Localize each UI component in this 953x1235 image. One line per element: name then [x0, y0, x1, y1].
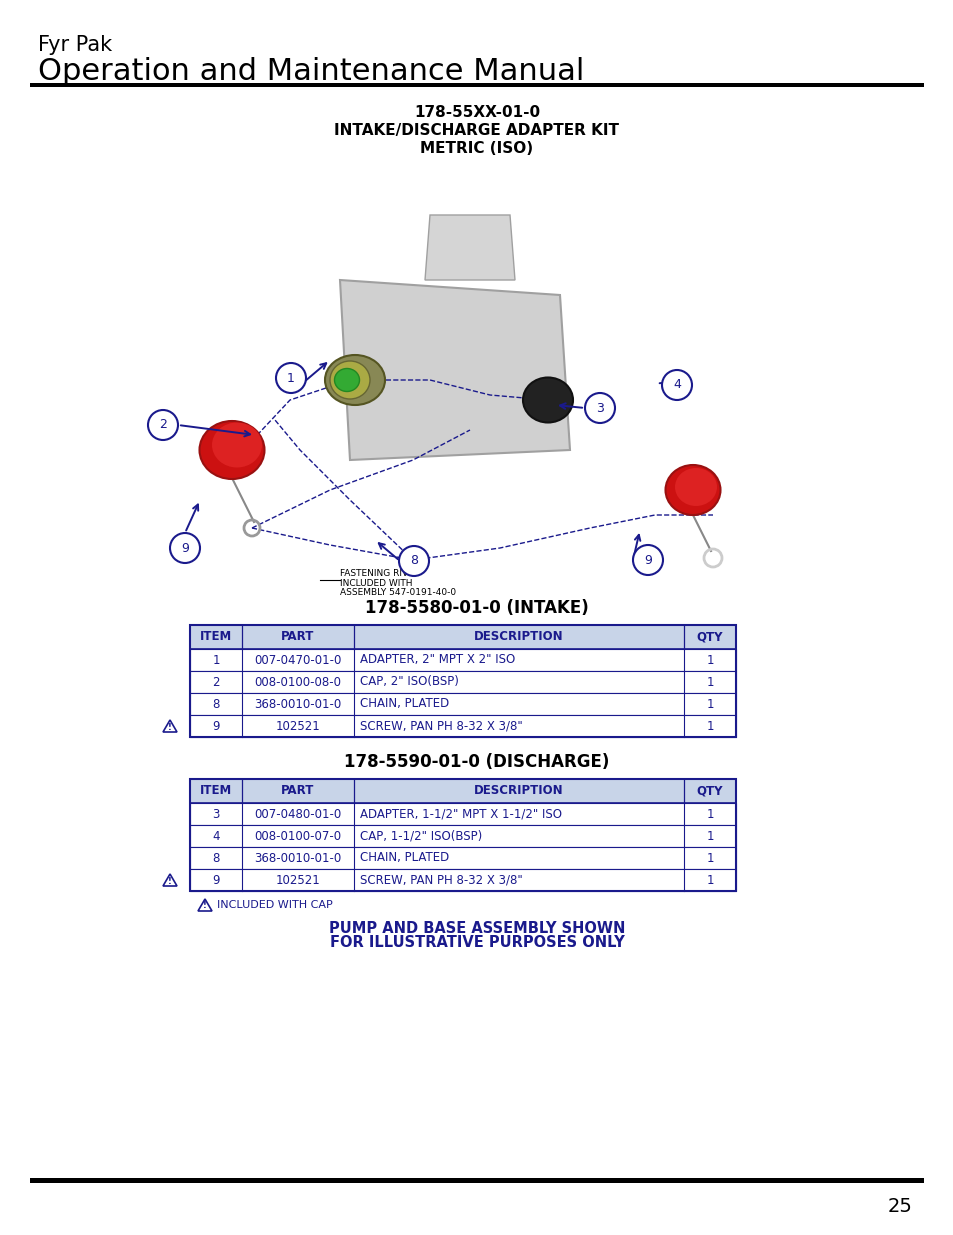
Ellipse shape	[675, 468, 717, 506]
Text: 9: 9	[212, 720, 219, 732]
Ellipse shape	[212, 422, 262, 468]
Text: 9: 9	[212, 873, 219, 887]
Bar	[190, 693, 735, 715]
Text: 178-55XX-01-0: 178-55XX-01-0	[414, 105, 539, 120]
Circle shape	[584, 393, 615, 424]
Bar	[30, 1178, 923, 1183]
Text: 007-0470-01-0: 007-0470-01-0	[254, 653, 341, 667]
Ellipse shape	[522, 378, 573, 422]
Text: 3: 3	[596, 401, 603, 415]
Text: SCREW, PAN PH 8-32 X 3/8": SCREW, PAN PH 8-32 X 3/8"	[359, 720, 522, 732]
Ellipse shape	[665, 466, 720, 515]
Text: 1: 1	[705, 720, 713, 732]
Text: ASSEMBLY 547-0191-40-0: ASSEMBLY 547-0191-40-0	[339, 588, 456, 597]
Text: CHAIN, PLATED: CHAIN, PLATED	[359, 698, 449, 710]
Text: 4: 4	[212, 830, 219, 842]
Text: 008-0100-08-0: 008-0100-08-0	[254, 676, 341, 688]
Text: CAP, 1-1/2" ISO(BSP): CAP, 1-1/2" ISO(BSP)	[359, 830, 482, 842]
Bar	[190, 825, 735, 847]
Polygon shape	[339, 280, 569, 459]
Text: 007-0480-01-0: 007-0480-01-0	[254, 808, 341, 820]
Text: 3: 3	[213, 808, 219, 820]
Bar	[190, 650, 735, 671]
Text: 1: 1	[212, 653, 219, 667]
Circle shape	[148, 410, 178, 440]
Text: ITEM: ITEM	[200, 631, 232, 643]
Text: QTY: QTY	[696, 784, 722, 798]
Text: !: !	[203, 900, 207, 909]
Text: QTY: QTY	[696, 631, 722, 643]
Text: 1: 1	[705, 808, 713, 820]
Bar	[190, 715, 735, 737]
Bar	[190, 803, 735, 825]
Text: ADAPTER, 1-1/2" MPT X 1-1/2" ISO: ADAPTER, 1-1/2" MPT X 1-1/2" ISO	[359, 808, 561, 820]
Text: 1: 1	[705, 873, 713, 887]
Text: !: !	[168, 722, 172, 731]
Text: INCLUDED WITH: INCLUDED WITH	[339, 579, 412, 588]
Circle shape	[398, 546, 429, 576]
Text: DESCRIPTION: DESCRIPTION	[474, 631, 563, 643]
Text: 1: 1	[705, 851, 713, 864]
Bar	[190, 671, 735, 693]
Text: CHAIN, PLATED: CHAIN, PLATED	[359, 851, 449, 864]
Text: ADAPTER, 2" MPT X 2" ISO: ADAPTER, 2" MPT X 2" ISO	[359, 653, 515, 667]
Ellipse shape	[330, 361, 370, 399]
Text: 1: 1	[705, 698, 713, 710]
Bar	[190, 625, 735, 650]
Polygon shape	[424, 215, 515, 280]
Text: 8: 8	[213, 851, 219, 864]
Text: SCREW, PAN PH 8-32 X 3/8": SCREW, PAN PH 8-32 X 3/8"	[359, 873, 522, 887]
Text: 9: 9	[643, 553, 651, 567]
Text: 008-0100-07-0: 008-0100-07-0	[254, 830, 341, 842]
Polygon shape	[163, 720, 177, 732]
Text: 368-0010-01-0: 368-0010-01-0	[254, 851, 341, 864]
Ellipse shape	[335, 368, 359, 391]
Text: ITEM: ITEM	[200, 784, 232, 798]
Text: 1: 1	[705, 676, 713, 688]
Text: 102521: 102521	[275, 720, 320, 732]
Text: FASTENING RIVET: FASTENING RIVET	[339, 569, 418, 578]
Text: PART: PART	[281, 784, 314, 798]
Text: Fyr Pak: Fyr Pak	[38, 35, 112, 56]
Ellipse shape	[325, 354, 385, 405]
Text: 2: 2	[159, 419, 167, 431]
Text: 9: 9	[181, 541, 189, 555]
Text: INTAKE/DISCHARGE ADAPTER KIT: INTAKE/DISCHARGE ADAPTER KIT	[335, 124, 618, 138]
Circle shape	[661, 370, 691, 400]
Text: 1: 1	[705, 653, 713, 667]
Text: 368-0010-01-0: 368-0010-01-0	[254, 698, 341, 710]
Text: METRIC (ISO): METRIC (ISO)	[420, 141, 533, 156]
Circle shape	[170, 534, 200, 563]
Text: FOR ILLUSTRATIVE PURPOSES ONLY: FOR ILLUSTRATIVE PURPOSES ONLY	[330, 935, 623, 950]
Text: 1: 1	[705, 830, 713, 842]
Text: 178-5590-01-0 (DISCHARGE): 178-5590-01-0 (DISCHARGE)	[344, 753, 609, 771]
Text: 8: 8	[213, 698, 219, 710]
Text: PUMP AND BASE ASSEMBLY SHOWN: PUMP AND BASE ASSEMBLY SHOWN	[329, 921, 624, 936]
Polygon shape	[163, 874, 177, 885]
Circle shape	[633, 545, 662, 576]
Bar	[30, 83, 923, 86]
Ellipse shape	[199, 421, 264, 479]
Text: CAP, 2" ISO(BSP): CAP, 2" ISO(BSP)	[359, 676, 458, 688]
Circle shape	[275, 363, 306, 393]
Bar	[190, 847, 735, 869]
Text: 178-5580-01-0 (INTAKE): 178-5580-01-0 (INTAKE)	[365, 599, 588, 618]
Text: 4: 4	[673, 378, 680, 391]
Text: DESCRIPTION: DESCRIPTION	[474, 784, 563, 798]
Text: INCLUDED WITH CAP: INCLUDED WITH CAP	[216, 900, 333, 910]
Text: !: !	[168, 877, 172, 885]
Text: 102521: 102521	[275, 873, 320, 887]
Text: 1: 1	[287, 372, 294, 384]
Text: 25: 25	[886, 1197, 911, 1216]
Bar	[190, 779, 735, 890]
Text: 2: 2	[212, 676, 219, 688]
Text: 8: 8	[410, 555, 417, 568]
Text: PART: PART	[281, 631, 314, 643]
Bar	[190, 625, 735, 737]
Bar	[190, 779, 735, 803]
Text: Operation and Maintenance Manual: Operation and Maintenance Manual	[38, 57, 584, 86]
Bar	[190, 869, 735, 890]
Polygon shape	[198, 899, 212, 911]
